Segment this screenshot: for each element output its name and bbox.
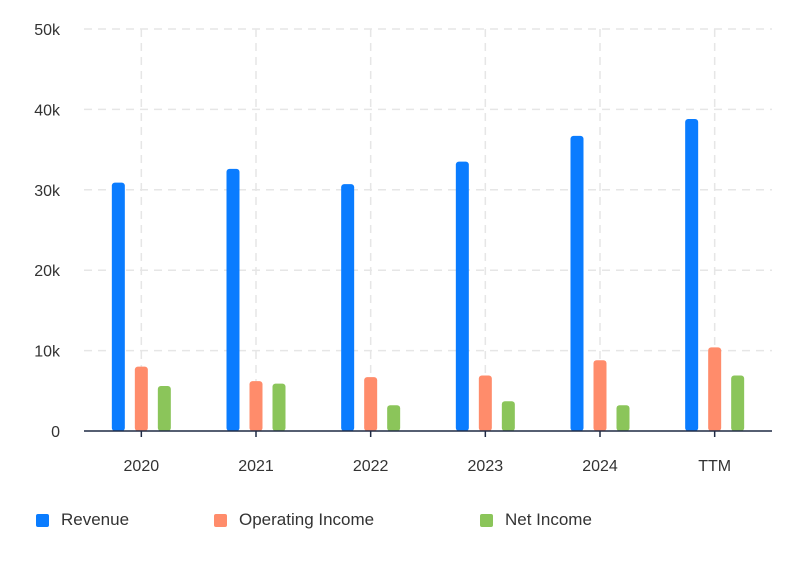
- legend-item-operating-income[interactable]: Operating Income: [214, 510, 374, 530]
- y-tick-label: 10k: [34, 344, 61, 361]
- bar-net-income-2023[interactable]: [501, 401, 515, 431]
- x-tick-label: 2021: [238, 458, 274, 475]
- legend-label-revenue: Revenue: [61, 510, 130, 529]
- bar-chart: 0 10k 20k 30k 40k 50k 2020 2021 2022 2023 2024 TTM: [34, 22, 772, 475]
- grid-lines: [84, 28, 772, 431]
- bar-operating-income-2022[interactable]: [364, 377, 378, 431]
- bar-revenue-2023[interactable]: [455, 161, 469, 431]
- legend-label-net-income: Net Income: [505, 510, 592, 529]
- bars: [111, 119, 745, 431]
- x-tick-label: 2023: [468, 458, 504, 475]
- x-tick-label: 2024: [582, 458, 618, 475]
- bar-net-income-2024[interactable]: [616, 405, 630, 431]
- y-tick-label: 30k: [34, 183, 61, 200]
- bar-revenue-2020[interactable]: [111, 182, 125, 431]
- bar-net-income-2020[interactable]: [157, 385, 171, 431]
- legend-swatch-operating-income: [214, 513, 227, 527]
- y-axis-ticks: 0 10k 20k 30k 40k 50k: [34, 22, 61, 441]
- bar-operating-income-2024[interactable]: [593, 360, 607, 431]
- legend-item-net-income[interactable]: Net Income: [480, 510, 592, 530]
- x-tick-label: TTM: [698, 458, 731, 475]
- x-axis-ticks: 2020 2021 2022 2023 2024 TTM: [124, 431, 731, 475]
- bar-revenue-2024[interactable]: [570, 135, 584, 431]
- bar-revenue-2022[interactable]: [341, 184, 355, 431]
- bar-net-income-2021[interactable]: [272, 383, 286, 431]
- legend-item-revenue[interactable]: Revenue: [36, 510, 129, 530]
- bar-revenue-2021[interactable]: [226, 168, 240, 431]
- y-tick-label: 20k: [34, 263, 61, 280]
- legend-swatch-revenue: [36, 513, 49, 527]
- bar-net-income-2022[interactable]: [387, 405, 401, 431]
- y-tick-label: 0: [51, 424, 60, 441]
- bar-operating-income-2020[interactable]: [134, 366, 148, 431]
- y-tick-label: 40k: [34, 102, 61, 119]
- y-tick-label: 50k: [34, 22, 61, 39]
- x-tick-label: 2022: [353, 458, 389, 475]
- bar-net-income-ttm[interactable]: [731, 375, 745, 431]
- x-tick-label: 2020: [124, 458, 160, 475]
- legend-swatch-net-income: [480, 513, 493, 527]
- legend-label-operating-income: Operating Income: [239, 510, 375, 529]
- bar-operating-income-2023[interactable]: [478, 375, 492, 431]
- bar-revenue-ttm[interactable]: [685, 119, 699, 431]
- bar-operating-income-ttm[interactable]: [708, 347, 722, 431]
- legend: Revenue Operating Income Net Income: [36, 510, 796, 538]
- bar-operating-income-2021[interactable]: [249, 381, 263, 431]
